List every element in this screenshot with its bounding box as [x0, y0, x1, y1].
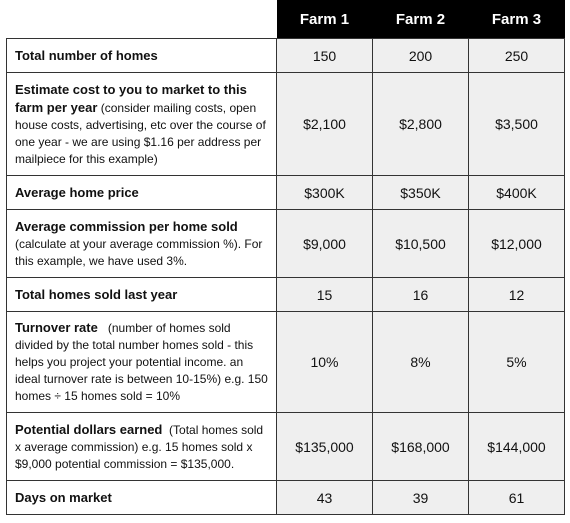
row-note: (calculate at your average commission %)… [15, 236, 263, 268]
row-note: (Total homes sold x average commission) … [15, 422, 264, 471]
cell-farm-1: 43 [276, 480, 373, 515]
row-label-cell: Estimate cost to you to market to this f… [6, 72, 277, 176]
cell-farm-3: 61 [468, 480, 565, 515]
cell-farm-1: 15 [276, 277, 373, 312]
row-note: (number of homes sold divided by the tot… [15, 321, 268, 403]
header-farm-3: Farm 3 [468, 0, 565, 39]
cell-farm-3: $400K [468, 175, 565, 210]
cell-farm-3: 5% [468, 311, 565, 413]
farm-comparison-table: Farm 1 Farm 2 Farm 3 Total number of hom… [6, 0, 565, 515]
row-label: Total homes sold last year [15, 286, 178, 302]
cell-farm-1: $300K [276, 175, 373, 210]
row-average-price: Average home price $300K $350K $400K [6, 175, 565, 210]
row-days-on-market: Days on market 43 39 61 [6, 480, 565, 515]
row-label: Average commission per home sold [15, 218, 238, 234]
cell-farm-1: 150 [276, 38, 373, 73]
cell-farm-2: 39 [372, 480, 469, 515]
row-label-cell: Average commission per home sold (calcula… [6, 209, 277, 278]
cell-farm-3: $12,000 [468, 209, 565, 278]
cell-farm-2: $168,000 [372, 412, 469, 481]
row-label-cell: Average home price [6, 175, 277, 210]
row-label-cell: Total number of homes [6, 38, 277, 73]
row-total-homes: Total number of homes 150 200 250 [6, 38, 565, 73]
row-label-cell: Turnover rate (number of homes sold divi… [6, 311, 277, 413]
cell-farm-1: $9,000 [276, 209, 373, 278]
row-label: Total number of homes [15, 47, 158, 63]
cell-farm-2: 8% [372, 311, 469, 413]
cell-farm-2: 16 [372, 277, 469, 312]
cell-farm-2: $2,800 [372, 72, 469, 176]
row-label-cell: Total homes sold last year [6, 277, 277, 312]
header-farm-1: Farm 1 [276, 0, 373, 39]
header-farm-2: Farm 2 [372, 0, 469, 39]
row-label: Average home price [15, 184, 139, 200]
row-label: Estimate cost to you to market to this f… [15, 81, 247, 115]
row-average-commission: Average commission per home sold (calcula… [6, 209, 565, 278]
cell-farm-2: $350K [372, 175, 469, 210]
cell-farm-3: 12 [468, 277, 565, 312]
row-label-cell: Potential dollars earned (Total homes so… [6, 412, 277, 481]
cell-farm-3: 250 [468, 38, 565, 73]
cell-farm-1: 10% [276, 311, 373, 413]
row-label: Days on market [15, 489, 112, 505]
row-label: Turnover rate [15, 320, 98, 335]
row-label: Potential dollars earned [15, 421, 163, 437]
cell-farm-3: $144,000 [468, 412, 565, 481]
row-homes-sold: Total homes sold last year 15 16 12 [6, 277, 565, 312]
row-label-cell: Days on market [6, 480, 277, 515]
row-note: (consider mailing costs, open house cost… [15, 100, 266, 166]
row-turnover-rate: Turnover rate (number of homes sold divi… [6, 311, 565, 413]
cell-farm-2: 200 [372, 38, 469, 73]
header-row: Farm 1 Farm 2 Farm 3 [6, 0, 565, 39]
header-blank [6, 0, 277, 39]
cell-farm-3: $3,500 [468, 72, 565, 176]
cell-farm-1: $135,000 [276, 412, 373, 481]
row-potential-dollars: Potential dollars earned (Total homes so… [6, 412, 565, 481]
cell-farm-2: $10,500 [372, 209, 469, 278]
row-marketing-cost: Estimate cost to you to market to this f… [6, 72, 565, 176]
cell-farm-1: $2,100 [276, 72, 373, 176]
